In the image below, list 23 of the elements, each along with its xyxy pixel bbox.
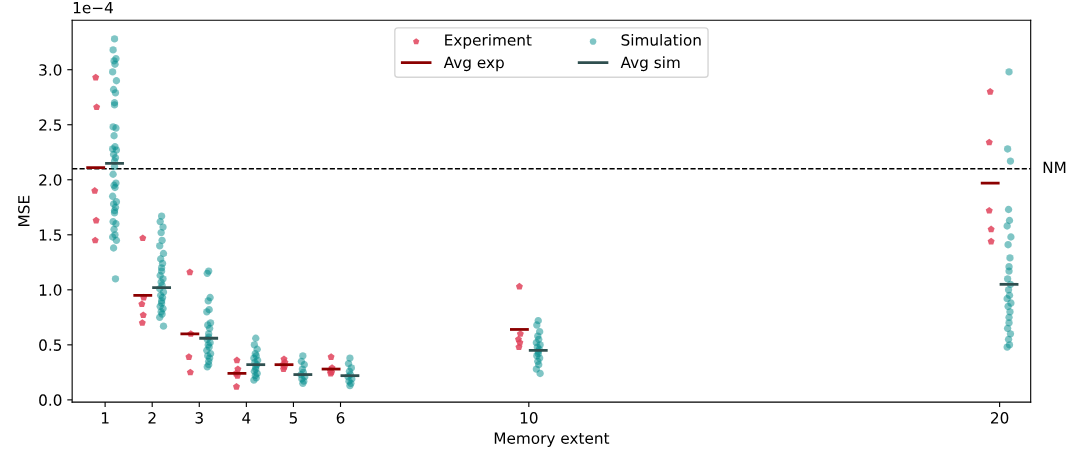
x-tick-label: 5 <box>289 412 297 424</box>
y-tick-label: 0.0 <box>39 394 62 406</box>
y-tick-label: 1.0 <box>39 284 62 296</box>
text: 1e−4 <box>73 2 113 14</box>
y-axis-title: MSE <box>18 195 30 226</box>
y-tick-label: 3.0 <box>39 64 62 76</box>
legend-label: Experiment <box>445 33 532 49</box>
y-tick-label: 1.5 <box>39 229 62 241</box>
x-tick-label: 1 <box>101 412 109 424</box>
y-tick-label: 0.5 <box>39 339 62 351</box>
x-tick-label: 2 <box>148 412 156 424</box>
x-axis-title: Memory extent <box>494 432 610 447</box>
x-tick-label: 10 <box>520 412 538 424</box>
x-tick-label: 3 <box>195 412 203 424</box>
y-tick-label: 2.5 <box>39 119 62 131</box>
legend-label: Simulation <box>621 33 701 46</box>
legend-label: Avg sim <box>620 56 680 72</box>
ref-line-label: NM <box>1043 161 1066 173</box>
y-tick-label: 2.0 <box>39 174 62 186</box>
x-tick-label: 4 <box>242 412 251 424</box>
x-tick-label: 6 <box>336 412 345 424</box>
legend-label: Avg exp <box>443 56 504 72</box>
x-tick-label: 20 <box>991 412 1009 424</box>
